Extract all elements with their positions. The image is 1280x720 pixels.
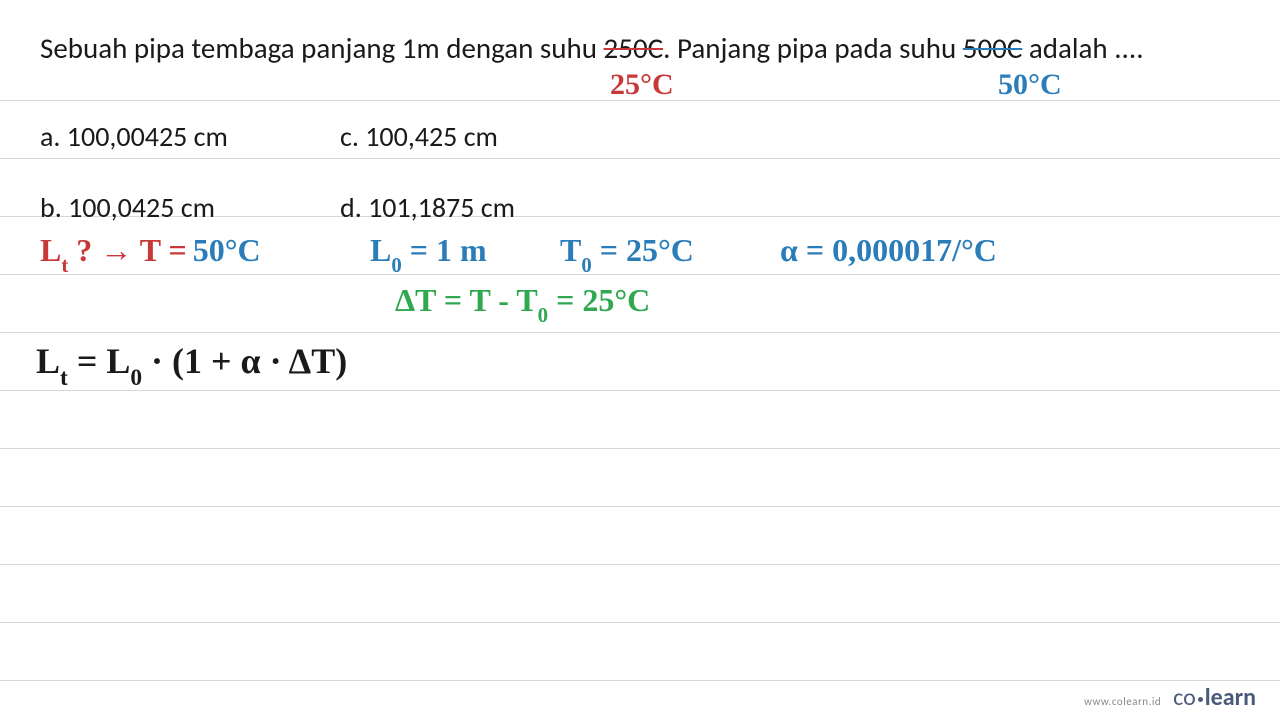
work-alpha-text: α = 0,000017/°C (780, 232, 997, 269)
work-lo-text: L0 = 1 m (370, 232, 487, 274)
option-c: c. 100,425 cm (340, 119, 640, 154)
logo-learn: learn (1205, 683, 1256, 712)
work-to-text: T0 = 25°C (560, 232, 694, 274)
question-post: adalah .... (1022, 30, 1143, 66)
correction-25c: 25°C (610, 64, 674, 106)
option-b: b. 100,0425 cm (40, 190, 340, 225)
question-strike-1: 250C (604, 30, 664, 66)
logo-co: co (1173, 683, 1196, 712)
footer-url: www.colearn.id (1084, 695, 1161, 708)
work-formula: Lt = L0 · (1 + α · ΔT) (36, 340, 347, 388)
option-d: d. 101,1875 cm (340, 190, 640, 225)
work-delta-t-text: ΔT = T - T0 = 25°C (395, 282, 650, 324)
option-a: a. 100,00425 cm (40, 119, 340, 154)
work-line-1: Lt ? → T = 50°C (40, 232, 261, 274)
work-t-50: 50°C (193, 232, 261, 269)
options-grid: a. 100,00425 cm c. 100,425 cm b. 100,042… (40, 119, 1240, 225)
work-lo: L0 = 1 m (370, 232, 487, 274)
content-area: Sebuah pipa tembaga panjang 1m dengan su… (0, 0, 1280, 253)
footer: www.colearn.id colearn (1084, 683, 1256, 712)
footer-logo: colearn (1173, 683, 1256, 712)
work-to: T0 = 25°C (560, 232, 694, 274)
question-pre: Sebuah pipa tembaga panjang 1m dengan su… (40, 30, 604, 66)
question-text: Sebuah pipa tembaga panjang 1m dengan su… (40, 28, 1240, 69)
work-lt-question: Lt ? → T = (40, 232, 187, 274)
logo-dot-icon (1198, 697, 1203, 702)
question-mid: . Panjang pipa pada suhu (663, 30, 963, 66)
correction-50c: 50°C (998, 64, 1062, 106)
work-formula-text: Lt = L0 · (1 + α · ΔT) (36, 340, 347, 388)
question-strike-2: 500C (963, 30, 1023, 66)
work-delta-t: ΔT = T - T0 = 25°C (395, 282, 650, 324)
work-alpha: α = 0,000017/°C (780, 232, 997, 269)
